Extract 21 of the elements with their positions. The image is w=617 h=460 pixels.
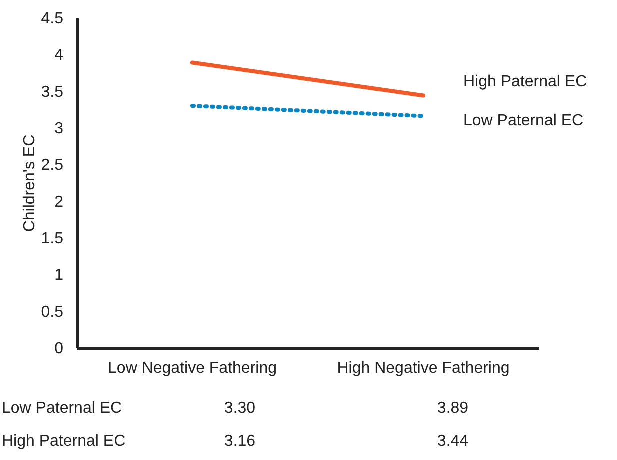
y-tick-label: 3.5: [41, 84, 64, 101]
text: 3.16: [224, 433, 256, 451]
y-tick-label: 4: [54, 47, 64, 64]
x-tick-label: Low Negative Fathering: [108, 360, 277, 377]
x-tick-label: High Negative Fathering: [337, 360, 510, 377]
text: 3.30: [224, 400, 256, 418]
y-tick-label: 1.5: [41, 230, 64, 248]
y-tick-label: 3: [54, 120, 64, 138]
text: High Paternal EC: [2, 433, 126, 451]
y-tick-label: 0.5: [41, 304, 64, 321]
y-tick-label: 1: [54, 267, 64, 284]
y-axis-title: Children's EC: [21, 134, 38, 232]
y-tick-label: 4.5: [41, 10, 64, 28]
y-tick-label: 2.5: [41, 157, 64, 174]
text: High Paternal EC: [464, 74, 588, 91]
text: 3.89: [437, 400, 469, 418]
text: 3.44: [437, 433, 469, 451]
text: Low Paternal EC: [464, 112, 584, 130]
y-tick-label: 0: [54, 340, 64, 358]
y-tick-label: 2: [54, 194, 64, 211]
text: Low Paternal EC: [2, 400, 122, 418]
